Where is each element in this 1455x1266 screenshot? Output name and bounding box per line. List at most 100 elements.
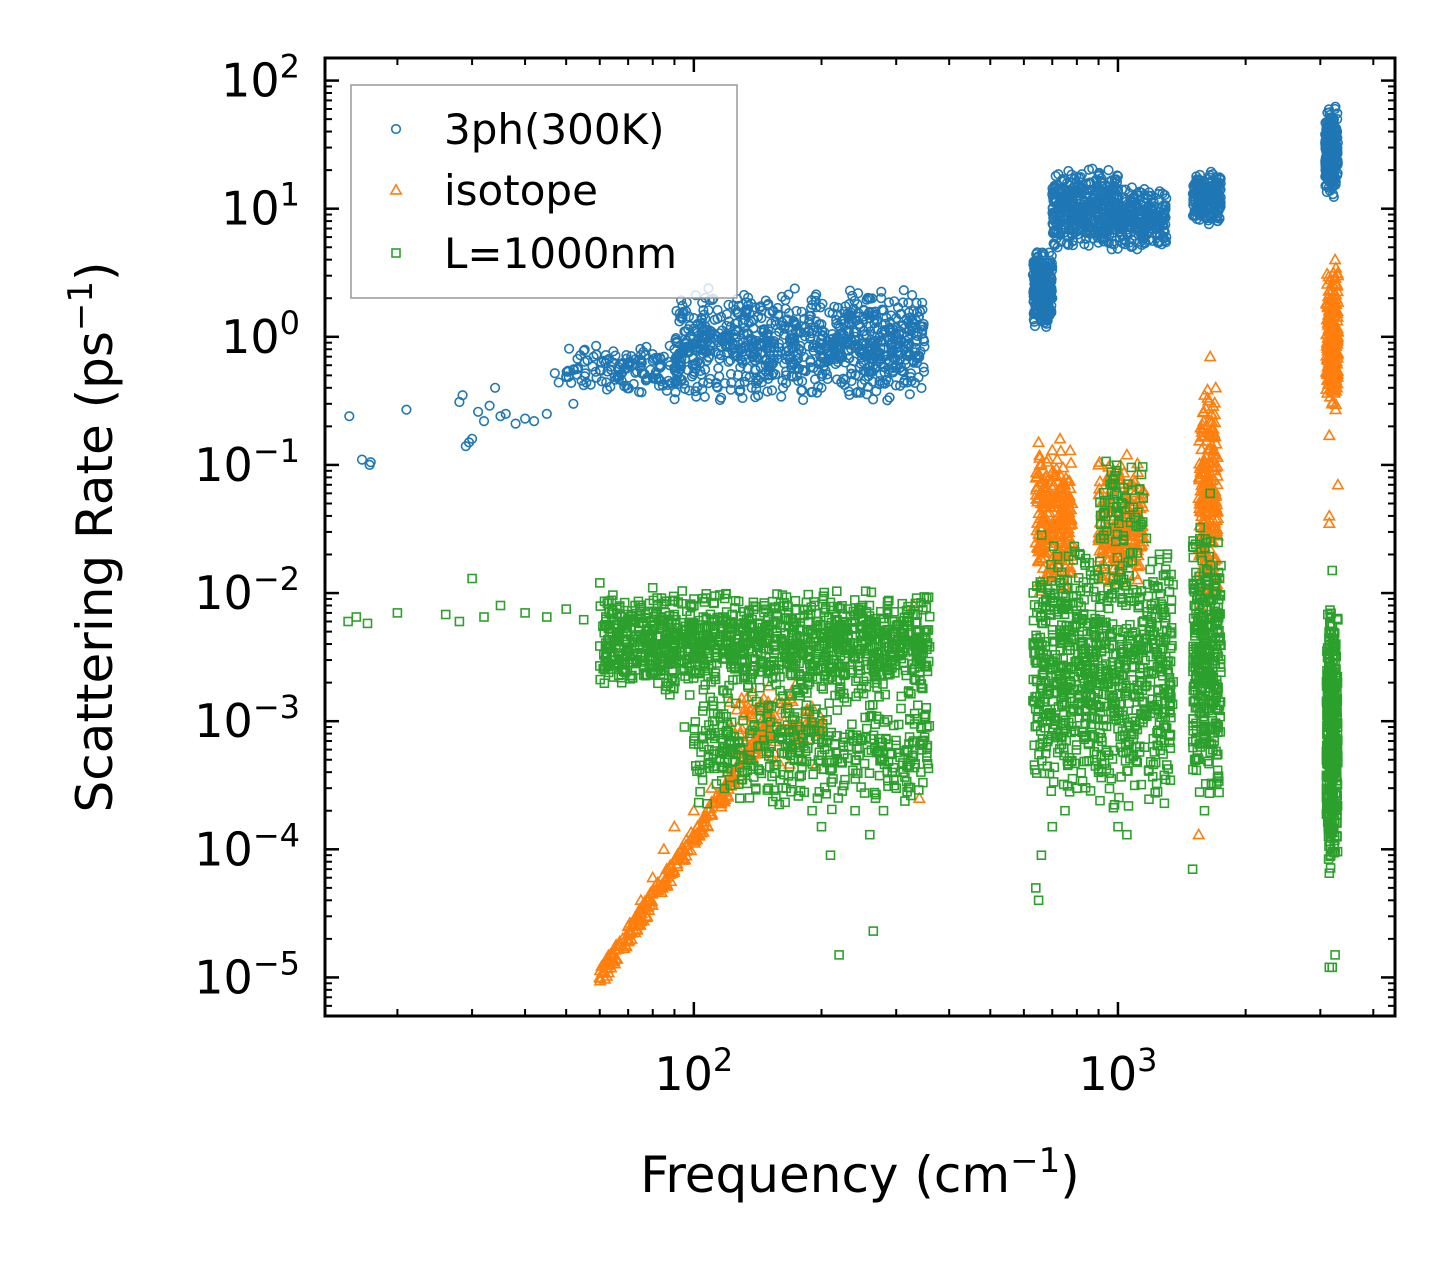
data-point: [716, 335, 727, 346]
data-point: [1041, 277, 1052, 289]
data-point: [1195, 195, 1206, 207]
data-point: [1203, 349, 1217, 362]
data-point: [678, 347, 689, 358]
data-point: [1320, 267, 1334, 279]
data-point: [500, 408, 511, 420]
data-point: [1325, 115, 1336, 126]
data-point: [864, 313, 875, 324]
data-point: [911, 297, 922, 309]
data-point: [886, 310, 897, 321]
data-point: [791, 320, 802, 331]
data-point: [658, 351, 670, 362]
data-point: [1045, 443, 1059, 456]
data-point: [1130, 223, 1141, 234]
data-point: [621, 350, 632, 361]
data-point: [846, 313, 857, 324]
data-point: [655, 376, 667, 387]
data-point: [723, 299, 734, 310]
data-point: [807, 386, 818, 398]
data-point: [1040, 263, 1051, 274]
data-point: [889, 296, 900, 307]
data-point: [1068, 196, 1079, 207]
data-point: [684, 825, 698, 838]
data-point: [1091, 218, 1102, 229]
data-point: [1196, 418, 1210, 430]
data-point: [601, 958, 615, 971]
data-point: [748, 322, 759, 334]
data-point: [1098, 236, 1109, 247]
data-point: [647, 355, 658, 366]
data-point: [736, 343, 747, 354]
data-point: [738, 337, 749, 348]
data-point: [783, 289, 794, 300]
data-point: [722, 340, 733, 352]
data-point: [917, 297, 928, 308]
data-point: [858, 311, 869, 322]
data-point: [738, 702, 752, 715]
data-point: [641, 341, 652, 353]
data-point: [1046, 528, 1060, 541]
data-point: [1327, 113, 1338, 125]
data-point: [1106, 175, 1117, 186]
data-point: [916, 328, 928, 340]
data-point: [1061, 521, 1075, 534]
data-point: [737, 355, 748, 366]
data-point: [891, 313, 902, 324]
data-point: [549, 368, 560, 379]
data-point: [1198, 551, 1212, 564]
data-point: [737, 392, 748, 404]
data-point: [1083, 240, 1094, 251]
data-point: [1214, 196, 1226, 207]
data-point: [593, 973, 607, 986]
data-point: [598, 355, 609, 366]
data-point: [1209, 460, 1223, 473]
data-point: [713, 363, 724, 374]
data-point: [846, 307, 857, 318]
data-point: [840, 669, 851, 680]
data-point: [1192, 472, 1206, 485]
data-point: [786, 342, 798, 353]
data-point: [1145, 203, 1156, 214]
data-point: [1198, 512, 1212, 524]
data-point: [806, 328, 817, 339]
data-point: [630, 922, 644, 934]
data-point: [1322, 342, 1336, 354]
data-point: [658, 879, 672, 891]
data-point: [766, 385, 778, 396]
data-point: [890, 328, 901, 339]
data-point: [844, 285, 856, 296]
data-point: [833, 351, 845, 362]
data-point: [670, 859, 684, 872]
data-point: [867, 361, 878, 372]
data-point: [1102, 236, 1113, 247]
data-point: [1086, 203, 1098, 214]
data-point: [654, 374, 665, 385]
data-point: [1200, 460, 1214, 472]
data-point: [832, 341, 843, 352]
data-point: [816, 382, 827, 393]
data-point: [1326, 372, 1341, 384]
data-point: [1049, 180, 1060, 191]
data-point: [782, 351, 794, 362]
data-point: [579, 356, 590, 367]
data-point: [831, 353, 842, 365]
data-point: [668, 853, 682, 865]
data-point: [1139, 237, 1150, 248]
data-point: [788, 332, 800, 344]
data-point: [785, 668, 796, 679]
data-point: [616, 677, 627, 688]
data-point: [654, 360, 665, 371]
data-point: [595, 674, 606, 685]
data-point: [619, 939, 633, 952]
data-point: [908, 306, 919, 317]
data-point: [679, 848, 693, 861]
data-point: [1159, 189, 1170, 201]
data-point: [1325, 314, 1339, 326]
data-point: [697, 384, 708, 395]
data-point: [910, 351, 921, 363]
data-point: [1059, 223, 1071, 234]
data-point: [657, 842, 671, 855]
data-point: [1076, 186, 1087, 197]
data-point: [753, 390, 764, 401]
data-point: [1210, 189, 1221, 200]
